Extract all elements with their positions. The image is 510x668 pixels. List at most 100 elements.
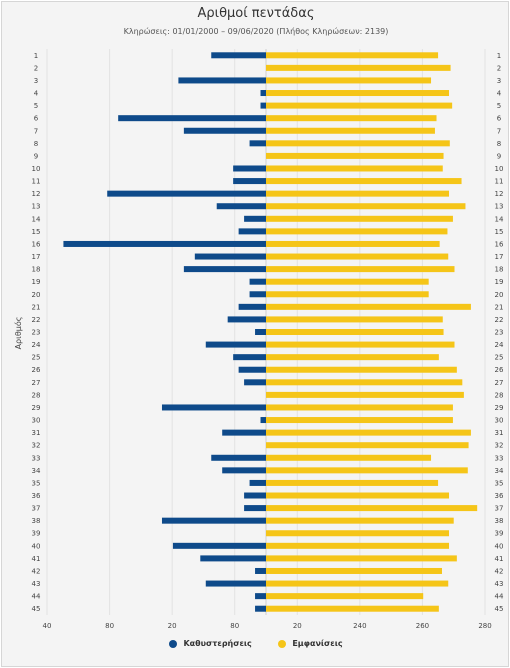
y-tick-label-right: 43 [495, 580, 504, 588]
bar-delay [244, 505, 266, 512]
bar-appearance [266, 379, 463, 386]
y-tick-label-left: 22 [32, 316, 41, 324]
bar-delay [249, 140, 266, 147]
y-tick-label-left: 13 [32, 203, 41, 211]
bar-delay [249, 291, 266, 298]
y-tick-label-right: 44 [495, 593, 504, 601]
bar-appearance [266, 102, 453, 109]
y-tick-label-right: 41 [495, 555, 504, 563]
bar-appearance [266, 140, 450, 147]
y-tick-label-right: 34 [495, 467, 504, 475]
y-tick-label-left: 19 [32, 278, 41, 286]
x-tick-label: 20 [293, 622, 302, 630]
legend-dot-icon [278, 639, 287, 648]
y-tick-label-right: 12 [495, 190, 504, 198]
y-tick-label-left: 23 [32, 329, 41, 337]
y-tick-label-left: 30 [32, 417, 41, 425]
y-tick-label-right: 39 [495, 530, 504, 538]
y-tick-label-right: 37 [495, 505, 504, 513]
y-tick-label-right: 2 [497, 64, 501, 72]
x-tick-label: 240 [353, 622, 366, 630]
bar-appearance [266, 203, 466, 210]
bar-delay [227, 316, 266, 323]
y-tick-label-right: 16 [495, 240, 504, 248]
y-tick-label-left: 42 [32, 567, 41, 575]
bar-appearance [266, 228, 448, 235]
legend-item-delays[interactable]: Καθυστερήσεις [169, 639, 252, 648]
bar-delay [255, 567, 266, 574]
bar-delay [260, 102, 266, 109]
bar-delay [161, 517, 266, 524]
y-tick-label-right: 23 [495, 329, 504, 337]
y-tick-label-right: 9 [497, 152, 501, 160]
y-tick-label-right: 26 [495, 366, 504, 374]
y-tick-label-right: 13 [495, 203, 504, 211]
y-tick-label-right: 29 [495, 404, 504, 412]
bar-delay [194, 253, 266, 260]
bar-delay [249, 278, 266, 285]
y-tick-label-right: 14 [495, 215, 504, 223]
bar-delay [238, 303, 266, 310]
bar-delay [238, 366, 266, 373]
bar-delay [178, 77, 266, 84]
bar-delay [183, 127, 266, 134]
y-tick-label-right: 5 [497, 102, 501, 110]
y-tick-label-right: 18 [495, 266, 504, 274]
bar-delay [238, 228, 266, 235]
y-tick-label-left: 1 [34, 52, 38, 60]
bar-delay [107, 190, 266, 197]
y-tick-label-left: 28 [32, 391, 41, 399]
bar-appearance [266, 442, 469, 449]
bar-appearance [266, 329, 444, 335]
y-tick-label-right: 45 [495, 605, 504, 613]
x-tick-label: 280 [478, 622, 491, 630]
y-tick-label-left: 8 [34, 140, 38, 148]
y-tick-label-right: 20 [495, 291, 504, 299]
chart-subtitle: Κληρώσεις: 01/01/2000 – 09/06/2020 (Πλήθ… [123, 27, 389, 36]
y-tick-label-right: 8 [497, 140, 501, 148]
bar-appearance [266, 190, 450, 197]
y-tick-label-left: 37 [32, 505, 41, 513]
bar-appearance [266, 115, 437, 122]
bar-appearance [266, 417, 453, 424]
bar-appearance [266, 567, 442, 574]
y-tick-label-left: 3 [34, 77, 38, 85]
bar-appearance [266, 152, 444, 159]
bar-appearance [266, 90, 450, 97]
bar-delay [233, 354, 266, 361]
bar-appearance [266, 266, 455, 273]
y-tick-label-right: 40 [495, 542, 504, 550]
y-tick-label-right: 33 [495, 454, 504, 462]
y-tick-label-right: 17 [495, 253, 504, 261]
legend-label: Καθυστερήσεις [183, 639, 252, 648]
x-tick-label: 80 [105, 622, 114, 630]
y-tick-label-left: 41 [32, 555, 41, 563]
y-tick-label-left: 39 [32, 530, 41, 538]
y-tick-label-left: 2 [34, 64, 38, 72]
y-tick-label-left: 35 [32, 479, 41, 487]
bar-appearance [266, 253, 449, 260]
bar-delay [118, 115, 266, 122]
bar-appearance [266, 64, 451, 71]
y-tick-label-left: 43 [32, 580, 41, 588]
bar-delay [249, 479, 266, 486]
bar-appearance [266, 404, 453, 411]
y-tick-label-left: 17 [32, 253, 41, 261]
y-tick-label-left: 26 [32, 366, 41, 374]
y-tick-label-left: 45 [32, 605, 41, 613]
bar-appearance [266, 178, 462, 185]
legend-item-appearances[interactable]: Εμφανίσεις [278, 639, 343, 648]
bar-delay [172, 542, 266, 549]
bar-appearance [266, 165, 443, 172]
bar-appearance [266, 77, 432, 84]
bar-appearance [266, 303, 471, 310]
y-tick-label-right: 36 [495, 492, 504, 500]
y-tick-label-left: 44 [32, 593, 41, 601]
y-tick-label-right: 6 [497, 115, 502, 123]
bar-appearance [266, 479, 439, 486]
bar-appearance [266, 240, 440, 247]
bar-appearance [266, 127, 435, 134]
y-tick-label-left: 10 [32, 165, 41, 173]
y-tick-label-right: 31 [495, 429, 504, 437]
